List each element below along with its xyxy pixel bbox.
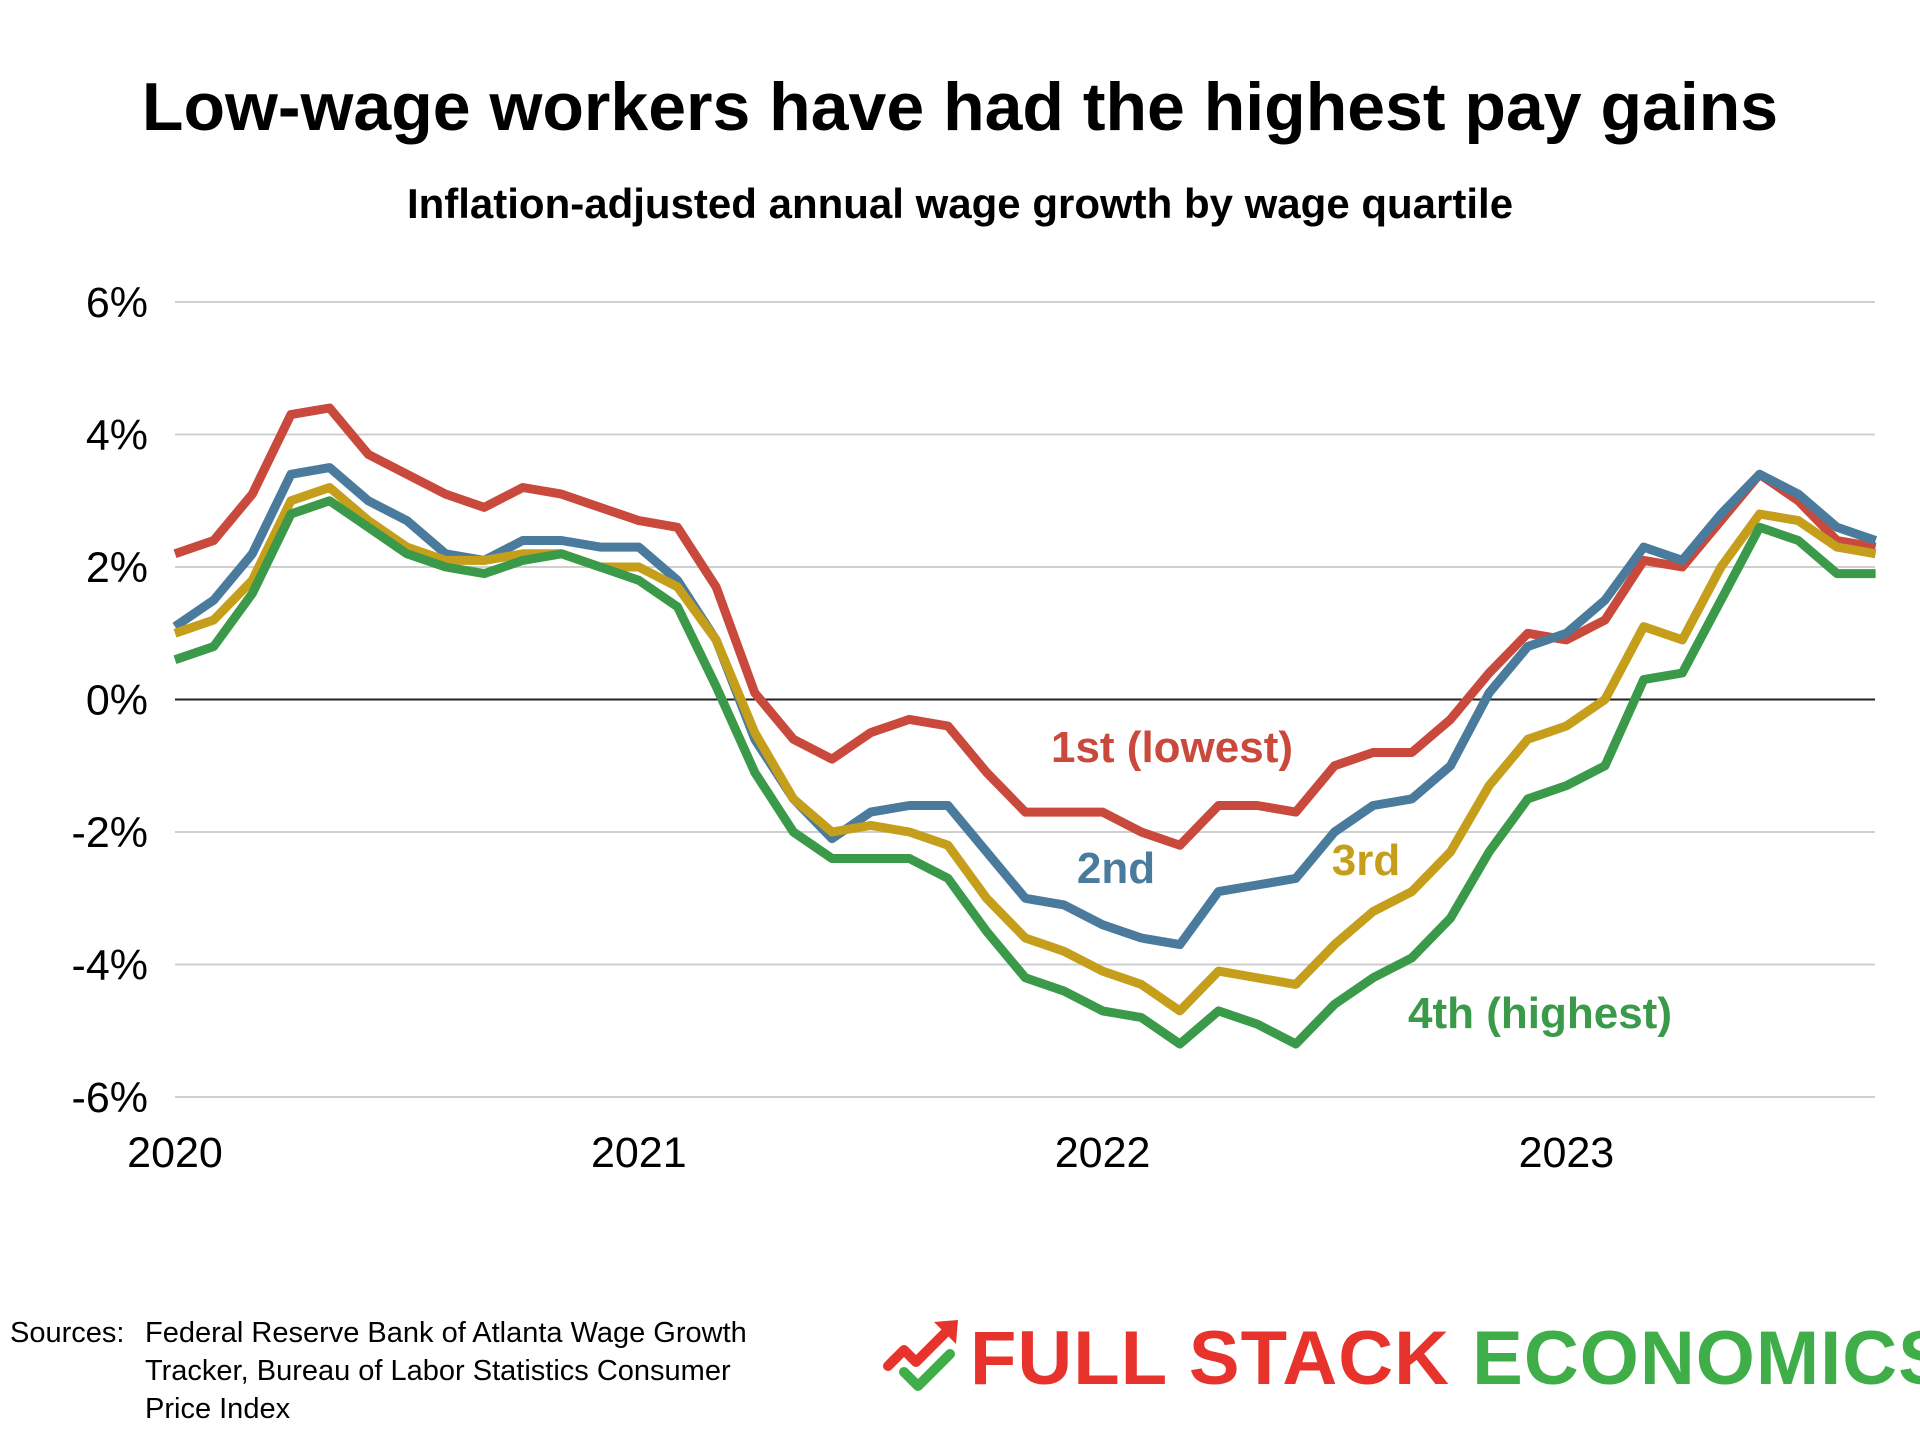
logo-red-zigzag [883,1325,953,1371]
chart-title: Low-wage workers have had the highest pa… [142,69,1778,145]
logo-red-arrowhead [934,1320,958,1344]
series-label-2nd: 2nd [1077,844,1155,893]
brand-logo: FULL STACK ECONOMICS [883,1316,1920,1401]
logo-word-economics: ECONOMICS [1472,1316,1920,1401]
sources-line-3: Price Index [145,1393,291,1425]
y-tick-label: 2% [86,544,148,592]
y-tick-label: 0% [86,677,148,725]
logo-green-check [899,1349,955,1391]
y-axis-ticks: 6% 4% 2% 0% -2% -4% -6% [72,279,148,1122]
y-tick-label: 4% [86,412,148,460]
x-tick-label: 2022 [1055,1129,1151,1177]
sources-label: Sources: [10,1317,124,1349]
y-tick-label: -2% [72,809,148,857]
series-line-3 [173,483,1877,1016]
y-tick-label: -6% [72,1074,148,1122]
sources-line-1: Federal Reserve Bank of Atlanta Wage Gro… [145,1317,747,1349]
y-tick-label: 6% [86,279,148,327]
series-label-3rd: 3rd [1332,836,1400,885]
y-tick-label: -4% [72,942,148,990]
x-tick-label: 2020 [127,1129,223,1177]
logo-word-full-stack: FULL STACK [970,1316,1450,1401]
series-line-2 [172,463,1878,950]
trend-arrow-icon [883,1320,958,1391]
x-axis-ticks: 2020 2021 2022 2023 [127,1129,1614,1177]
series-label-4th: 4th (highest) [1408,989,1672,1038]
sources-line-2: Tracker, Bureau of Labor Statistics Cons… [145,1355,731,1387]
x-tick-label: 2021 [591,1129,687,1177]
series-line-4 [173,496,1876,1049]
logo-text: FULL STACK ECONOMICS [970,1316,1920,1401]
x-tick-label: 2023 [1519,1129,1615,1177]
chart-subtitle: Inflation-adjusted annual wage growth by… [407,180,1513,227]
series-line-1 [173,403,1877,850]
sources-note: Sources: Federal Reserve Bank of Atlanta… [10,1317,747,1425]
series-label-1st: 1st (lowest) [1051,723,1293,772]
series-layer [172,403,1878,1049]
